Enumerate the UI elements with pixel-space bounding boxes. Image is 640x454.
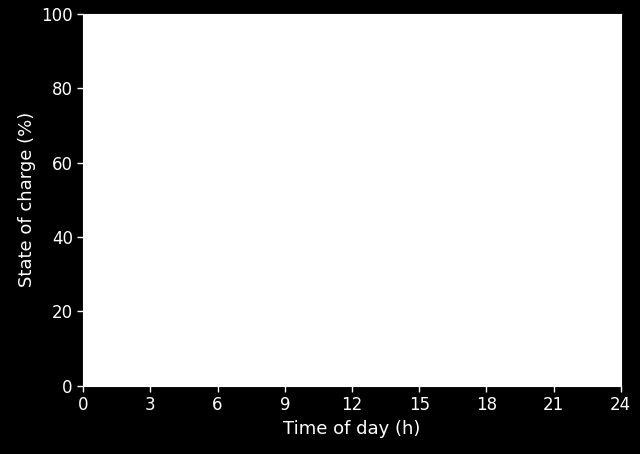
Y-axis label: State of charge (%): State of charge (%) — [18, 112, 36, 287]
X-axis label: Time of day (h): Time of day (h) — [284, 420, 420, 438]
